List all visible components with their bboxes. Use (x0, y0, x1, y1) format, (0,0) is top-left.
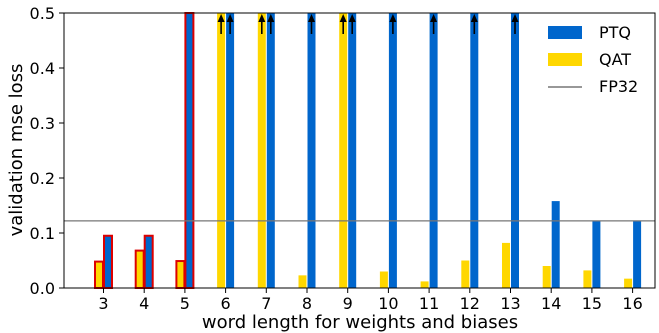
bar-ptq-14 (551, 201, 560, 288)
legend-label: FP32 (599, 77, 638, 96)
x-tick-label: 10 (378, 294, 398, 313)
bar-qat-10 (379, 271, 388, 288)
x-tick-label: 3 (98, 294, 108, 313)
overflow-arrow-ptq-8 (308, 14, 315, 34)
bar-qat-12 (461, 260, 470, 288)
legend: PTQ QAT FP32 (548, 23, 638, 96)
x-tick-label: 16 (622, 294, 642, 313)
legend-entry-qat: QAT (548, 50, 631, 69)
overflow-arrow-ptq-6 (226, 14, 234, 34)
bar-ptq-16 (633, 220, 642, 288)
x-tick-label: 6 (221, 294, 231, 313)
bar-ptq-9 (348, 13, 357, 288)
legend-entry-ptq: PTQ (548, 23, 631, 42)
axes-frame (63, 12, 656, 289)
x-tick-label: 12 (460, 294, 480, 313)
x-tick-label: 9 (343, 294, 353, 313)
bar-qat-6 (217, 13, 226, 288)
x-tick-label: 5 (180, 294, 190, 313)
y-tick-label: 0.4 (30, 59, 55, 78)
overflow-arrow-ptq-12 (470, 14, 478, 34)
overflow-arrow-ptq-11 (430, 14, 438, 34)
bar-qat-3 (94, 260, 104, 290)
overflow-arrow-ptq-7 (267, 14, 275, 34)
bar-qat-13 (502, 242, 510, 288)
bar-qat-15 (583, 270, 592, 288)
legend-swatch (548, 26, 582, 39)
plot-area (64, 12, 655, 290)
bar-ptq-5 (184, 12, 195, 289)
legend-label: PTQ (599, 23, 631, 42)
x-tick-label: 8 (302, 294, 312, 313)
bar-qat-7 (257, 13, 266, 288)
bar-ptq-6 (226, 13, 235, 288)
overflow-arrow-qat-7 (258, 14, 266, 34)
y-tick-label: 0.3 (30, 114, 55, 133)
x-tick-label: 13 (500, 294, 520, 313)
y-tick-label: 0.1 (30, 224, 55, 243)
bar-qat-5 (175, 260, 186, 289)
bar-qat-14 (542, 266, 551, 288)
bar-ptq-10 (388, 13, 397, 288)
bar-ptq-13 (511, 13, 519, 288)
bar-qat-8 (298, 275, 307, 288)
bar-ptq-12 (470, 13, 479, 288)
overflow-arrow-qat-9 (339, 14, 347, 34)
bar-qat-11 (420, 281, 429, 288)
axes: 0.0 0.1 0.2 0.3 0.4 0.5 3 4 5 6 7 8 9 10 11 12 13 14 15 16 (30, 4, 656, 313)
overflow-arrow-ptq-10 (389, 14, 397, 34)
y-tick-label: 0.0 (30, 279, 55, 298)
bar-ptq-15 (592, 220, 601, 288)
overflow-arrow-ptq-13 (511, 14, 519, 34)
bar-ptq-4 (143, 234, 154, 289)
y-tick-label: 0.5 (30, 4, 55, 23)
y-tick-label: 0.2 (30, 169, 55, 188)
x-tick-label: 14 (541, 294, 561, 313)
legend-label: QAT (599, 50, 631, 69)
x-tick-label: 11 (419, 294, 439, 313)
legend-swatch (548, 53, 582, 66)
bar-ptq-8 (307, 13, 316, 288)
bar-ptq-7 (266, 13, 275, 288)
legend-entry-fp32: FP32 (548, 77, 638, 96)
x-tick-label: 15 (582, 294, 602, 313)
x-tick-label: 7 (261, 294, 271, 313)
x-tick-label: 4 (139, 294, 149, 313)
bar-ptq-11 (429, 13, 438, 288)
bar-ptq-3 (103, 234, 113, 289)
bar-qat-9 (339, 13, 348, 288)
overflow-arrow-ptq-9 (348, 14, 356, 34)
bar-qat-16 (624, 278, 633, 288)
bar-qat-4 (134, 249, 145, 290)
y-axis-label: validation mse loss (6, 64, 27, 237)
x-axis-label: word length for weights and biases (202, 312, 518, 333)
overflow-arrow-qat-6 (217, 14, 225, 34)
